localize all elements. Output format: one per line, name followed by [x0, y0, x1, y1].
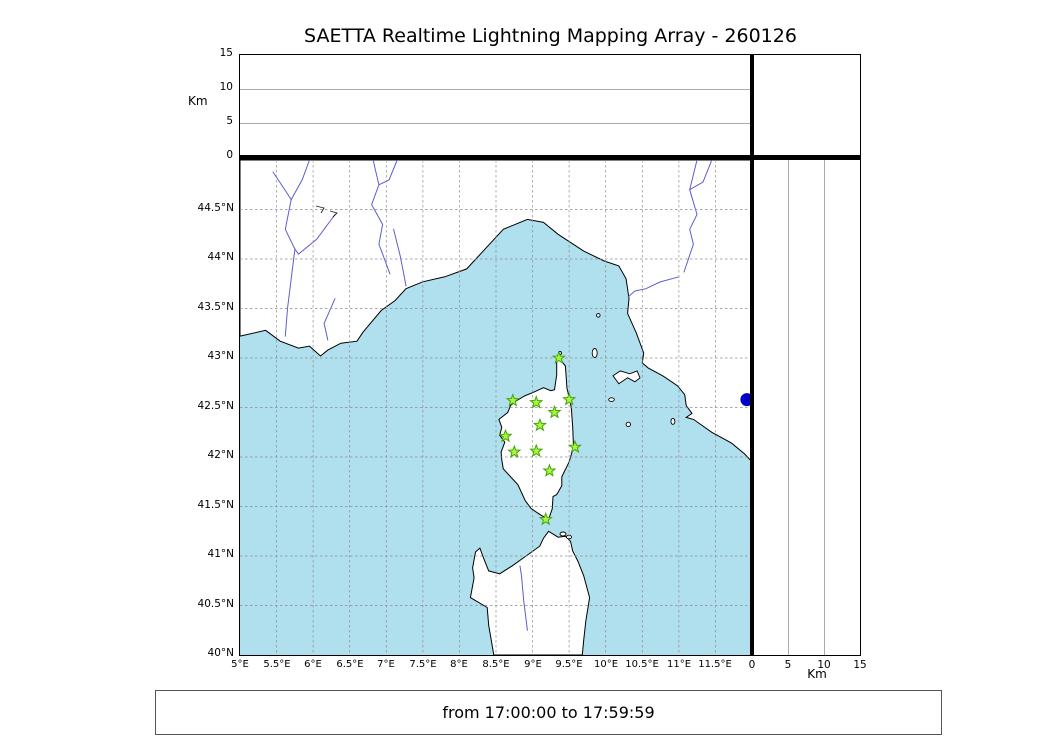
river-sardinia — [519, 565, 528, 631]
river-po-branch-2 — [689, 160, 713, 191]
latitude-tick-label: 42.5°N — [197, 399, 234, 412]
page-title: SAETTA Realtime Lightning Mapping Array … — [304, 25, 797, 47]
latitude-tick-label: 43.5°N — [197, 300, 234, 313]
latitude-tick-label: 40.5°N — [197, 597, 234, 610]
altitude-tick-label-top: 10 — [219, 81, 233, 93]
mainland-coastline — [240, 160, 752, 463]
river-alpine-branch — [378, 160, 398, 186]
altitude-tick-label-top: 15 — [219, 47, 233, 59]
giglio-island — [670, 417, 676, 425]
river-var — [393, 228, 407, 287]
river-layer — [272, 160, 713, 631]
station-star-marker — [529, 395, 544, 409]
maddalena-islet — [559, 531, 567, 537]
station-star-marker — [498, 428, 513, 443]
station-star-marker — [562, 392, 577, 406]
station-star-marker — [505, 393, 520, 407]
stations-layer — [498, 350, 583, 526]
longitude-tick-label: 7.5°E — [409, 659, 437, 670]
river-branch — [272, 171, 292, 201]
longitude-tick-label: 5°E — [231, 659, 249, 670]
altitude-axis-label-bottom: Km — [807, 667, 827, 681]
river-arno — [627, 276, 680, 298]
station-star-marker — [542, 463, 557, 477]
longitude-tick-label: 6.5°E — [336, 659, 364, 670]
map-panel — [239, 159, 753, 656]
lake-layer — [315, 205, 338, 218]
gorgona-island — [596, 313, 601, 318]
longitude-tick-label: 6°E — [304, 659, 322, 670]
time-range-box: from 17:00:00 to 17:59:59 — [155, 690, 942, 735]
station-star-marker — [547, 405, 562, 419]
station-star-marker — [551, 350, 566, 365]
altitude-axis-label-left: Km — [188, 94, 208, 108]
altitude-tick-label-top: 5 — [226, 115, 233, 127]
longitude-tick-label: 11°E — [666, 659, 692, 670]
river-durance — [284, 160, 310, 337]
altitude-tick-label-right: 15 — [853, 659, 867, 671]
latitude-tick-label: 44.5°N — [197, 201, 234, 214]
station-star-marker — [538, 511, 553, 526]
event-layer — [740, 393, 752, 407]
longitude-tick-label: 11.5°E — [698, 659, 732, 670]
altitude-tick-label-right: 10 — [817, 659, 831, 671]
river-po-branch — [683, 160, 698, 273]
longitude-tick-label: 8.5°E — [482, 659, 510, 670]
graticule-layer — [240, 160, 752, 655]
altitude-tick-label-right: 5 — [784, 659, 792, 671]
latitude-tick-label: 42°N — [207, 449, 234, 461]
lake-outline-mark — [329, 210, 338, 218]
latitude-tick-label: 41°N — [207, 548, 234, 560]
latitude-tick-label: 43°N — [207, 350, 234, 362]
station-star-marker — [567, 439, 583, 454]
station-star-marker — [507, 444, 522, 459]
event-dot-marker — [740, 393, 752, 407]
altitude-gridline — [788, 160, 789, 655]
station-star-marker — [529, 443, 544, 458]
station-star-marker — [532, 417, 547, 432]
land-layer — [240, 160, 752, 655]
elba-island — [612, 370, 641, 385]
latitude-tick-label: 44°N — [207, 251, 234, 263]
montecristo-island — [625, 421, 631, 428]
longitude-tick-label: 8°E — [450, 659, 468, 670]
altitude-latitude-panel — [751, 159, 861, 656]
longitude-tick-label: 10.5°E — [625, 659, 659, 670]
capraia-island — [591, 348, 598, 358]
latitude-tick-label: 41.5°N — [197, 498, 234, 511]
altitude-tick-label-top: 0 — [226, 149, 233, 161]
map-svg — [240, 160, 752, 655]
altitude-longitude-panel — [239, 54, 753, 158]
panel-separator-horizontal — [239, 155, 861, 159]
river-provence — [323, 298, 336, 341]
latitude-tick-label: 40°N — [207, 647, 234, 659]
sardinia-island — [469, 530, 591, 655]
time-range-text: from 17:00:00 to 17:59:59 — [442, 703, 655, 722]
longitude-tick-label: 7°E — [377, 659, 395, 670]
altitude-histogram-panel — [751, 54, 861, 158]
longitude-tick-label: 10°E — [593, 659, 619, 670]
river-verdon — [294, 214, 336, 255]
altitude-gridline — [824, 160, 825, 655]
panel-separator-vertical — [750, 55, 754, 656]
longitude-tick-label: 9.5°E — [555, 659, 583, 670]
pianosa-island — [608, 397, 615, 402]
longitude-tick-label: 5.5°E — [263, 659, 291, 670]
altitude-gridline — [240, 89, 752, 90]
altitude-tick-label-right: 0 — [748, 659, 756, 671]
lake-outline-mark — [315, 205, 325, 214]
altitude-gridline — [240, 123, 752, 124]
longitude-tick-label: 9°E — [524, 659, 542, 670]
